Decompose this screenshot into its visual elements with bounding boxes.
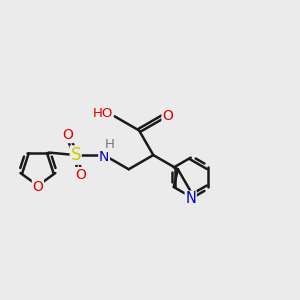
Text: HO: HO (92, 107, 113, 120)
Text: N: N (185, 191, 196, 206)
Text: N: N (99, 150, 109, 164)
Text: O: O (162, 109, 173, 123)
Text: O: O (75, 168, 86, 182)
Text: O: O (32, 180, 43, 194)
Text: S: S (70, 146, 81, 164)
Text: H: H (105, 139, 115, 152)
Text: O: O (62, 128, 73, 142)
